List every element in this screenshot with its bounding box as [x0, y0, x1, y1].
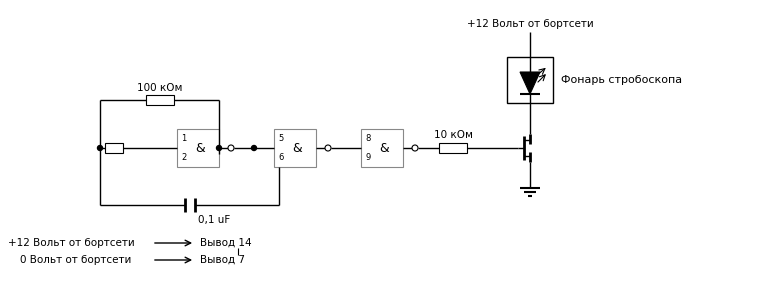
Bar: [361, 129, 403, 167]
Text: Вывод 7: Вывод 7: [200, 255, 245, 265]
Text: 2: 2: [181, 153, 186, 162]
Text: &: &: [195, 142, 205, 155]
Text: +12 Вольт от бортсети: +12 Вольт от бортсети: [8, 238, 135, 248]
Circle shape: [97, 146, 102, 151]
Bar: [105, 143, 123, 153]
Bar: [439, 143, 467, 153]
Circle shape: [325, 145, 331, 151]
Text: 10 кОм: 10 кОм: [433, 130, 472, 140]
Circle shape: [228, 145, 234, 151]
Text: 100 кОм: 100 кОм: [137, 83, 182, 93]
Text: Вывод 14: Вывод 14: [200, 238, 252, 248]
Text: 6: 6: [278, 153, 283, 162]
Bar: [507, 57, 553, 103]
Bar: [146, 95, 174, 105]
Text: Фонарь стробоскопа: Фонарь стробоскопа: [561, 75, 682, 85]
Bar: [177, 129, 219, 167]
Text: 5: 5: [278, 134, 283, 143]
Text: 0,1 uF: 0,1 uF: [197, 215, 230, 225]
Circle shape: [412, 145, 418, 151]
Circle shape: [216, 146, 222, 151]
Text: &: &: [380, 142, 389, 155]
Text: 8: 8: [365, 134, 370, 143]
Text: 0 Вольт от бортсети: 0 Вольт от бортсети: [20, 255, 131, 265]
Polygon shape: [520, 72, 540, 94]
Text: 1: 1: [181, 134, 186, 143]
Text: +12 Вольт от бортсети: +12 Вольт от бортсети: [467, 19, 594, 29]
Text: &: &: [292, 142, 302, 155]
Circle shape: [251, 146, 257, 151]
Text: 9: 9: [365, 153, 370, 162]
Bar: [274, 129, 316, 167]
